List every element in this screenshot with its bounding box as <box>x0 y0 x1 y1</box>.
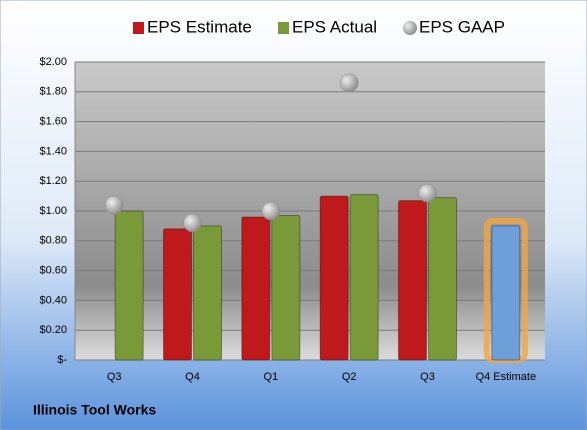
bar <box>241 216 271 361</box>
y-tick-label: $0.80 <box>39 235 67 247</box>
bar <box>491 225 521 361</box>
bar <box>271 214 301 361</box>
y-tick-label: $0.60 <box>39 265 67 277</box>
bar <box>349 194 379 361</box>
x-tick-label: Q1 <box>263 371 278 383</box>
x-tick-label: Q2 <box>342 371 357 383</box>
y-tick-label: $1.80 <box>39 86 67 98</box>
y-tick-label: $- <box>57 354 67 366</box>
gaap-point <box>339 73 359 93</box>
legend-label: EPS GAAP <box>419 17 505 36</box>
gaap-point <box>183 213 202 233</box>
caption: Illinois Tool Works <box>33 402 156 418</box>
y-tick-label: $2.00 <box>39 56 67 68</box>
legend-swatch <box>278 22 289 34</box>
bar <box>114 210 144 361</box>
bar <box>398 200 427 361</box>
legend-swatch <box>403 21 417 35</box>
x-tick-label: Q4 Estimate <box>476 371 537 383</box>
gaap-point <box>261 201 281 221</box>
legend-label: EPS Actual <box>292 17 377 36</box>
y-tick-label: $1.00 <box>39 205 67 217</box>
y-tick-label: $1.40 <box>39 145 67 157</box>
legend-label: EPS Estimate <box>147 17 252 36</box>
bar <box>428 197 457 361</box>
bar <box>193 225 222 361</box>
gaap-point <box>418 183 437 203</box>
y-tick-label: $1.20 <box>39 175 67 187</box>
bar <box>163 228 192 361</box>
x-tick-label: Q3 <box>420 371 435 383</box>
x-tick-label: Q4 <box>185 371 200 383</box>
y-tick-label: $0.40 <box>39 294 67 306</box>
bar <box>319 195 349 361</box>
y-tick-label: $0.20 <box>39 324 67 336</box>
y-tick-label: $1.60 <box>39 116 67 128</box>
gaap-point <box>104 195 124 215</box>
legend-swatch <box>133 22 144 34</box>
x-tick-label: Q3 <box>107 371 122 383</box>
